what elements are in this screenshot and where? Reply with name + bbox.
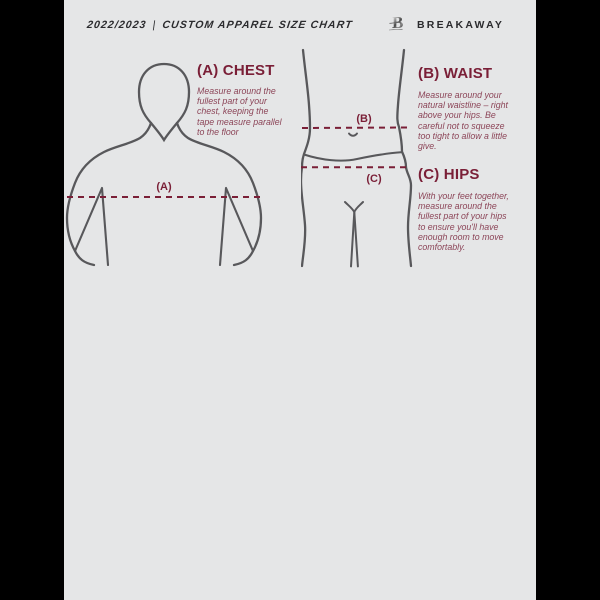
svg-text:(C): (C) <box>366 173 382 185</box>
svg-text:(A): (A) <box>156 181 172 193</box>
svg-text:(B): (B) <box>356 113 372 125</box>
